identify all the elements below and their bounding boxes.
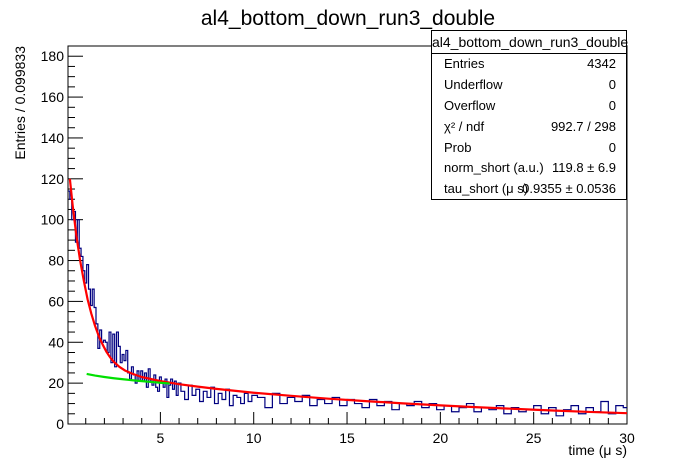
stats-box: al4_bottom_down_run3_double Entries 4342…	[431, 30, 628, 200]
stats-value: 992.7 / 298	[550, 118, 616, 134]
stats-title: al4_bottom_down_run3_double	[432, 31, 628, 54]
stats-value: 0	[608, 97, 616, 113]
y-tick-label: 140	[41, 130, 65, 146]
x-tick-label: 30	[619, 430, 635, 446]
stats-label: tau_short (μ s)	[444, 181, 529, 197]
y-tick-label: 120	[41, 171, 65, 187]
histogram-outline	[68, 190, 627, 417]
stats-value: 4342	[587, 56, 616, 71]
y-tick-label: 0	[56, 416, 64, 432]
axes: 0 20 40 60 80 100 120 140 160 180 5 10 15 20 25 30	[41, 48, 635, 446]
stats-label: Prob	[444, 139, 472, 155]
stats-label: Underflow	[444, 76, 503, 92]
y-tick-label: 180	[41, 48, 65, 64]
x-tick-label: 15	[339, 430, 355, 446]
stats-row-underflow: Underflow 0	[432, 75, 626, 96]
stats-label: norm_short (a.u.)	[444, 160, 544, 176]
y-tick-label: 100	[41, 212, 65, 228]
fit-curves	[68, 178, 628, 415]
stats-label: Overflow	[444, 97, 496, 113]
stats-row-chi2: χ² / ndf 992.7 / 298	[432, 117, 626, 138]
stats-value: 0	[608, 139, 616, 155]
stats-value: 0.9355 ± 0.0536	[522, 181, 616, 197]
stats-label: χ² / ndf	[444, 118, 485, 134]
stats-label: Entries	[444, 56, 485, 71]
stats-row-prob: Prob 0	[432, 138, 626, 159]
fit-curve-total	[68, 178, 628, 415]
x-tick-label: 25	[526, 430, 542, 446]
x-tick-label: 10	[246, 430, 262, 446]
x-tick-label: 5	[156, 430, 164, 446]
fit-curve-long	[86, 372, 170, 385]
y-tick-label: 60	[48, 293, 64, 309]
stats-row-norm-short: norm_short (a.u.) 119.8 ± 6.9	[432, 158, 626, 179]
chart-title: al4_bottom_down_run3_double	[201, 7, 495, 30]
stats-row-entries: Entries 4342	[432, 54, 626, 75]
stats-row-tau-short: tau_short (μ s) 0.9355 ± 0.0536	[432, 179, 626, 200]
y-tick-label: 160	[41, 89, 65, 105]
stats-row-overflow: Overflow 0	[432, 96, 626, 117]
y-tick-label: 40	[48, 334, 64, 350]
x-tick-label: 20	[433, 430, 449, 446]
y-tick-label: 20	[48, 375, 64, 391]
y-axis-label: Entries / 0.099833	[12, 46, 28, 160]
stats-value: 119.8 ± 6.9	[552, 160, 616, 176]
histogram-bins	[68, 190, 627, 417]
y-tick-label: 80	[48, 253, 64, 269]
stats-value: 0	[608, 76, 616, 92]
x-axis-label: time (μ s)	[568, 442, 627, 458]
